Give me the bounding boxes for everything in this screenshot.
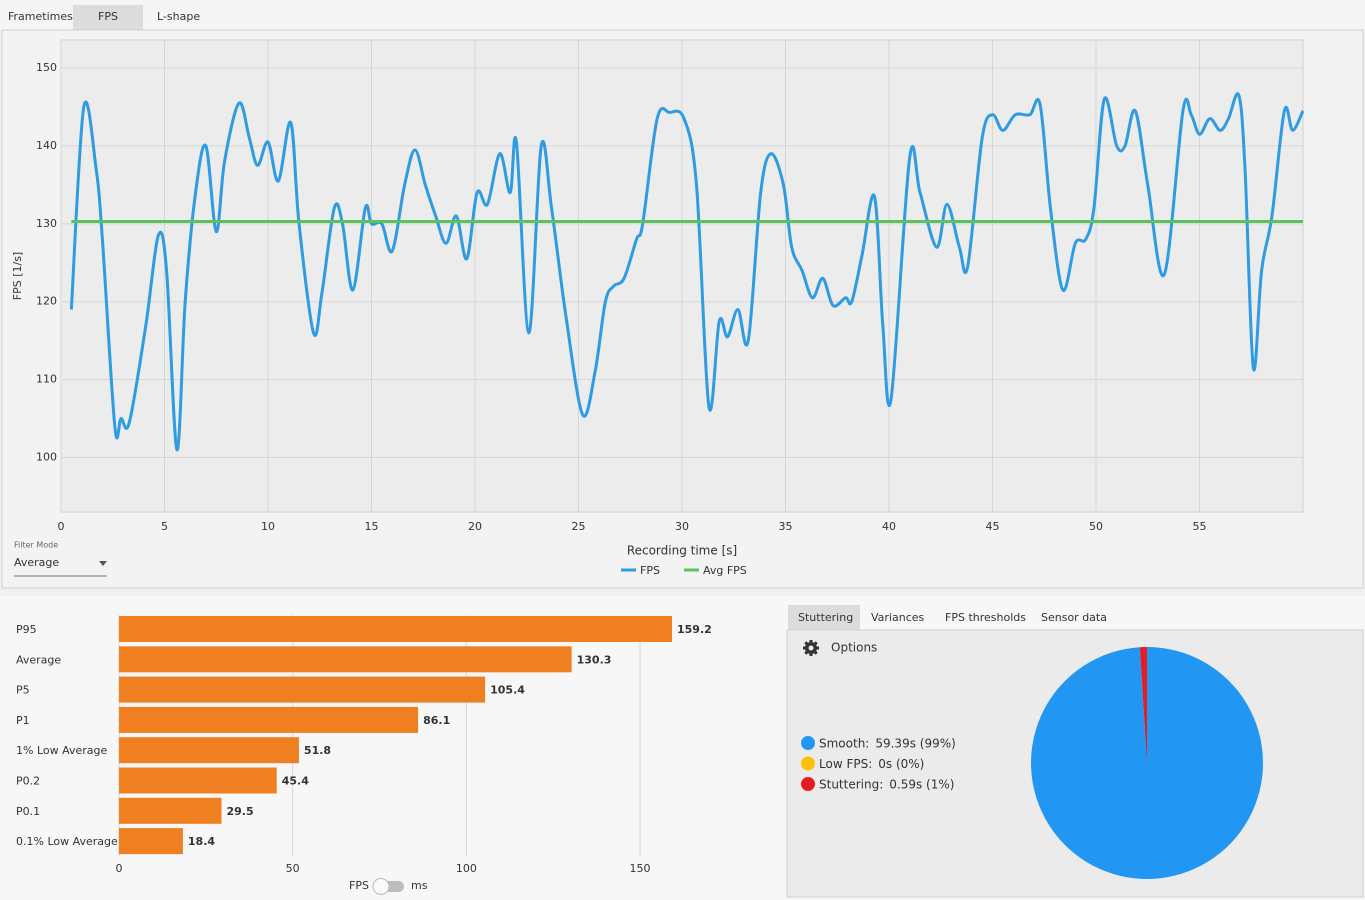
x-tick-label: 5 [161, 520, 168, 533]
active-stutter-tab-bg [788, 605, 860, 630]
value-label: 105.4 [490, 684, 525, 697]
y-tick-label: 150 [36, 61, 57, 74]
category-label: 0.1% Low Average [16, 835, 118, 848]
value-label: 29.5 [226, 805, 253, 818]
category-label: P0.2 [16, 775, 40, 788]
bar [119, 828, 183, 855]
tab[interactable]: Frametimes [8, 10, 73, 23]
value-label: 130.3 [577, 653, 612, 666]
series-line [69, 92, 1305, 452]
tab[interactable]: Variances [871, 611, 925, 624]
bar [119, 646, 572, 673]
category-label: 1% Low Average [16, 744, 108, 757]
y-tick-label: 130 [36, 217, 57, 230]
tab[interactable]: FPS thresholds [945, 611, 1026, 624]
value-label: 86.1 [423, 714, 450, 727]
bar [119, 706, 419, 733]
tab[interactable]: Stuttering [798, 611, 853, 624]
legend-label: Smooth: [819, 737, 869, 751]
x-tick-label: 45 [986, 520, 1000, 533]
x-tick-label: 25 [572, 520, 586, 533]
legend-value: 59.39s (99%) [875, 737, 955, 751]
value-label: 45.4 [282, 775, 309, 788]
category-label: Average [16, 653, 61, 666]
x-tick-label: 35 [779, 520, 793, 533]
active-tab-bg [73, 5, 143, 30]
legend-value: 0s (0%) [878, 757, 924, 771]
filter-mode-label: Filter Mode [14, 541, 58, 550]
toggle-right-label: ms [411, 879, 428, 892]
dropdown-arrow[interactable] [99, 561, 107, 566]
x-tick-label: 40 [882, 520, 896, 533]
tab[interactable]: L-shape [157, 10, 200, 23]
gear-icon[interactable] [803, 640, 819, 656]
x-tick-label: 0 [58, 520, 65, 533]
y-tick-label: 100 [36, 450, 57, 463]
bar [119, 767, 277, 794]
x-axis-title: Recording time [s] [627, 544, 737, 558]
legend-dot [801, 736, 815, 750]
legend-label: Avg FPS [703, 564, 747, 577]
x-tick-label: 30 [675, 520, 689, 533]
filter-mode-value[interactable]: Average [14, 556, 59, 569]
tab[interactable]: FPS [98, 10, 118, 23]
y-tick-label: 110 [36, 373, 57, 386]
y-tick-label: 120 [36, 295, 57, 308]
tab-strip [0, 0, 1365, 30]
x-tick-label: 50 [1089, 520, 1103, 533]
value-label: 51.8 [304, 744, 331, 757]
value-label: 18.4 [188, 835, 215, 848]
legend-value: 0.59s (1%) [889, 778, 954, 792]
legend-label: Stuttering: [819, 778, 883, 792]
legend-dot [801, 777, 815, 791]
pie-slice [1139, 647, 1147, 763]
bar [119, 797, 222, 824]
x-tick-label: 10 [261, 520, 275, 533]
x-tick-label: 100 [456, 862, 477, 875]
x-tick-label: 15 [365, 520, 379, 533]
options-label[interactable]: Options [831, 641, 877, 655]
bar [119, 676, 486, 703]
y-tick-label: 140 [36, 139, 57, 152]
category-label: P5 [16, 684, 30, 697]
y-axis-title: FPS [1/s] [11, 252, 24, 300]
legend-label: Low FPS: [819, 757, 872, 771]
category-label: P0.1 [16, 805, 40, 818]
tab[interactable]: Sensor data [1041, 611, 1107, 624]
legend-dot [801, 756, 815, 771]
toggle-left-label: FPS [349, 879, 369, 892]
legend-label: FPS [640, 564, 660, 577]
category-label: P95 [16, 623, 37, 636]
toggle-thumb[interactable] [372, 878, 390, 895]
category-label: P1 [16, 714, 30, 727]
x-tick-label: 20 [468, 520, 482, 533]
bar [119, 737, 299, 764]
x-tick-label: 150 [630, 862, 651, 875]
x-tick-label: 55 [1193, 520, 1207, 533]
x-tick-label: 50 [286, 862, 300, 875]
bar [119, 616, 673, 642]
x-tick-label: 0 [116, 862, 123, 875]
value-label: 159.2 [677, 623, 712, 636]
